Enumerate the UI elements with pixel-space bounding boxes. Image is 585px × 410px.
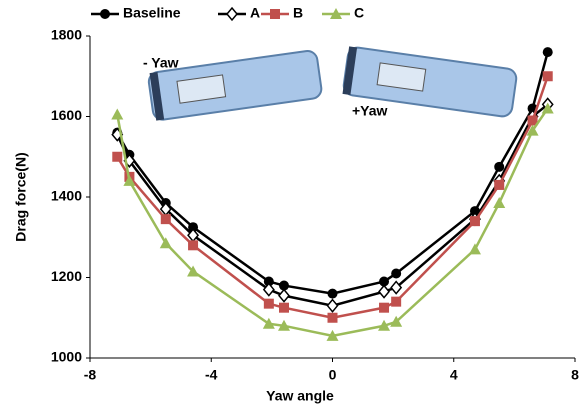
marker — [264, 284, 274, 296]
marker — [160, 237, 172, 248]
x-tick-label: -8 — [84, 367, 97, 383]
y-tick-label: 1200 — [51, 268, 82, 284]
marker — [494, 162, 504, 172]
legend-label: B — [293, 5, 303, 21]
marker — [379, 303, 389, 313]
x-axis-label: Yaw angle — [266, 388, 334, 404]
marker — [111, 108, 123, 119]
marker — [279, 290, 289, 302]
marker — [543, 71, 553, 81]
marker — [112, 152, 122, 162]
x-tick-label: 0 — [329, 367, 337, 383]
x-tick-label: 8 — [571, 367, 579, 383]
marker — [161, 214, 171, 224]
y-tick-label: 1800 — [51, 27, 82, 43]
x-tick-label: -4 — [205, 367, 218, 383]
y-tick-label: 1600 — [51, 107, 82, 123]
marker — [391, 268, 401, 278]
marker — [328, 300, 338, 312]
marker — [279, 303, 289, 313]
marker — [328, 313, 338, 323]
marker — [270, 9, 280, 19]
marker — [543, 47, 553, 57]
legend-label: C — [354, 5, 364, 21]
marker — [494, 180, 504, 190]
legend-label: Baseline — [123, 5, 181, 21]
marker — [379, 286, 389, 298]
y-tick-label: 1000 — [51, 349, 82, 365]
marker — [470, 216, 480, 226]
annotation: +Yaw — [352, 103, 388, 119]
marker — [469, 243, 481, 254]
marker — [188, 240, 198, 250]
marker — [227, 8, 237, 20]
annotation: - Yaw — [143, 55, 179, 71]
y-tick-label: 1400 — [51, 188, 82, 204]
marker — [100, 9, 110, 19]
y-axis-label: Drag force(N) — [13, 152, 29, 241]
x-tick-label: 4 — [450, 367, 458, 383]
marker — [391, 297, 401, 307]
marker — [328, 289, 338, 299]
chart: - Yaw +Yaw Yaw angle Drag force(N) 1000 1… — [0, 0, 585, 410]
legend-label: A — [250, 5, 260, 21]
marker — [264, 299, 274, 309]
series-line — [117, 104, 547, 305]
marker — [493, 197, 505, 208]
